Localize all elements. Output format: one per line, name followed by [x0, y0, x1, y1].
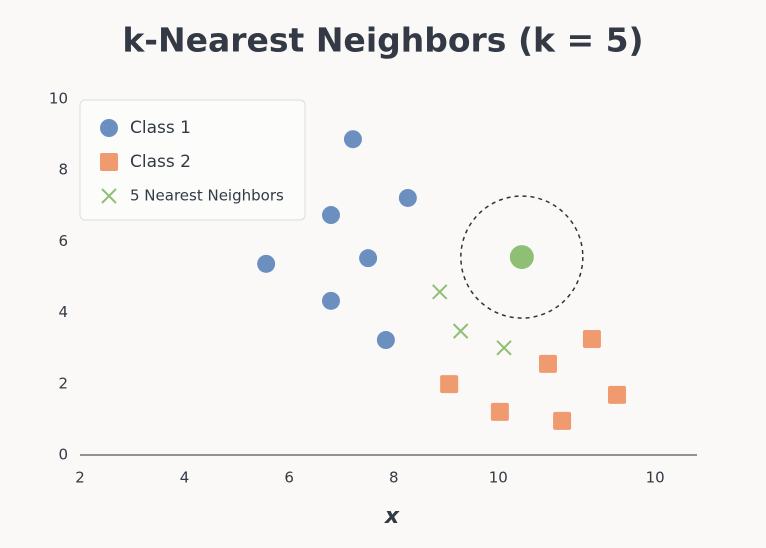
y-tick-label: 2: [58, 374, 68, 392]
legend-marker: [100, 119, 118, 137]
point: [496, 340, 512, 356]
point: [490, 402, 509, 421]
legend-label: 5 Nearest Neighbors: [130, 187, 284, 205]
point: [398, 188, 417, 207]
legend-marker: [101, 188, 117, 204]
x-axis-label: x: [384, 504, 400, 529]
point: [553, 411, 572, 430]
legend-label: Class 2: [130, 152, 191, 172]
x-tick-label: 2: [75, 469, 85, 487]
legend-box: [79, 99, 306, 221]
y-tick-label: 0: [58, 446, 68, 464]
chart-title: k-Nearest Neighbors (k = 5): [122, 21, 643, 60]
x-tick-label: 4: [180, 469, 190, 487]
point: [440, 375, 459, 394]
legend-label: Class 1: [130, 118, 191, 138]
x-tick-label: 8: [389, 469, 399, 487]
y-tick-label: 4: [58, 303, 68, 321]
query-point: [509, 245, 534, 270]
query-radius: [460, 195, 584, 319]
point: [538, 354, 557, 373]
point: [452, 323, 469, 339]
point: [257, 254, 276, 273]
y-tick-label: 10: [49, 90, 68, 108]
point: [582, 329, 601, 348]
legend-marker: [100, 153, 118, 171]
y-tick-label: 6: [58, 232, 68, 250]
x-tick-label: 10: [489, 469, 508, 487]
point: [432, 284, 448, 300]
point: [343, 130, 362, 149]
point: [321, 291, 340, 310]
point: [359, 249, 378, 268]
x-tick-label: 6: [284, 469, 294, 487]
y-tick-label: 8: [58, 161, 68, 179]
point: [376, 331, 395, 350]
point: [321, 206, 340, 225]
point: [607, 385, 626, 404]
x-tick-label: 10: [646, 469, 665, 487]
